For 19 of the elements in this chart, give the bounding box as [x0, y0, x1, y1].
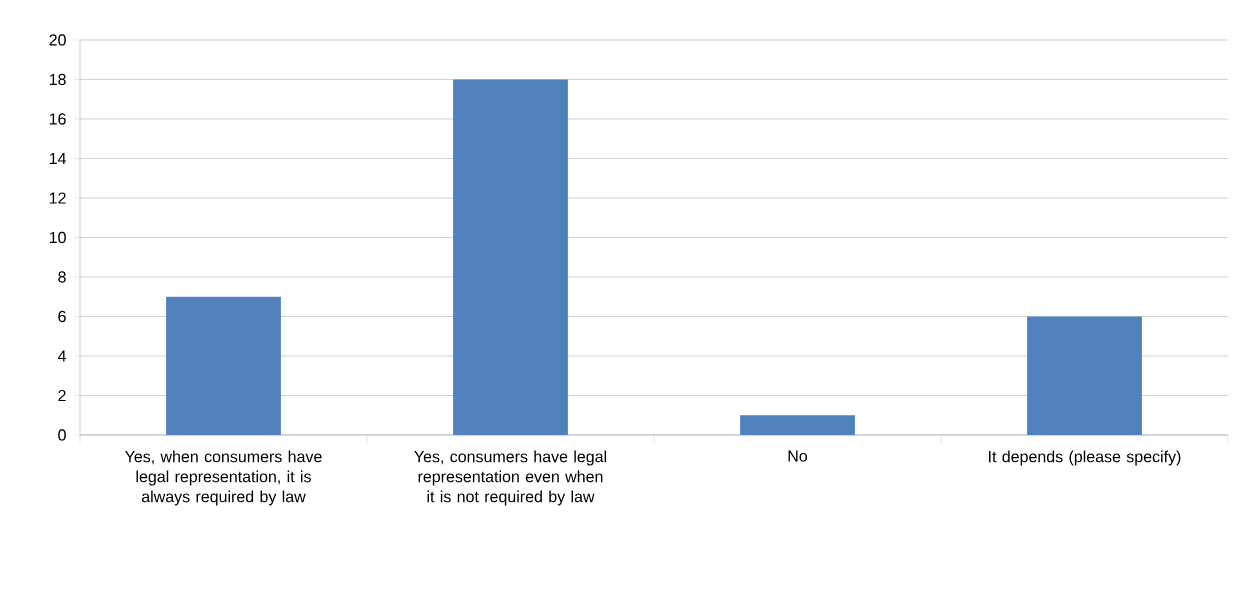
y-tick-label: 0	[58, 429, 66, 441]
y-tick-label: 6	[58, 310, 66, 323]
y-tick-label: 10	[49, 231, 66, 244]
y-tick-label: 14	[49, 152, 67, 164]
y-tick-label: 4	[57, 350, 67, 362]
y-tick-label: 20	[49, 34, 66, 46]
y-tick-label: 18	[49, 73, 66, 86]
x-tick-label: Yes, consumers have legal representation even when it is not required by law	[414, 450, 607, 506]
bar	[1027, 316, 1142, 435]
y-tick-label: 8	[58, 271, 66, 283]
bar	[453, 79, 568, 435]
bar	[166, 296, 281, 435]
x-tick-label: Yes, when consumers have legal representation, it is always required by law	[124, 450, 322, 506]
y-tick-label: 2	[58, 389, 66, 402]
bar	[740, 415, 855, 435]
x-tick-label: No	[788, 450, 808, 462]
y-tick-label: 16	[49, 113, 66, 125]
x-tick-label: It depends (please specify)	[989, 450, 1181, 466]
y-tick-label: 12	[49, 192, 66, 204]
